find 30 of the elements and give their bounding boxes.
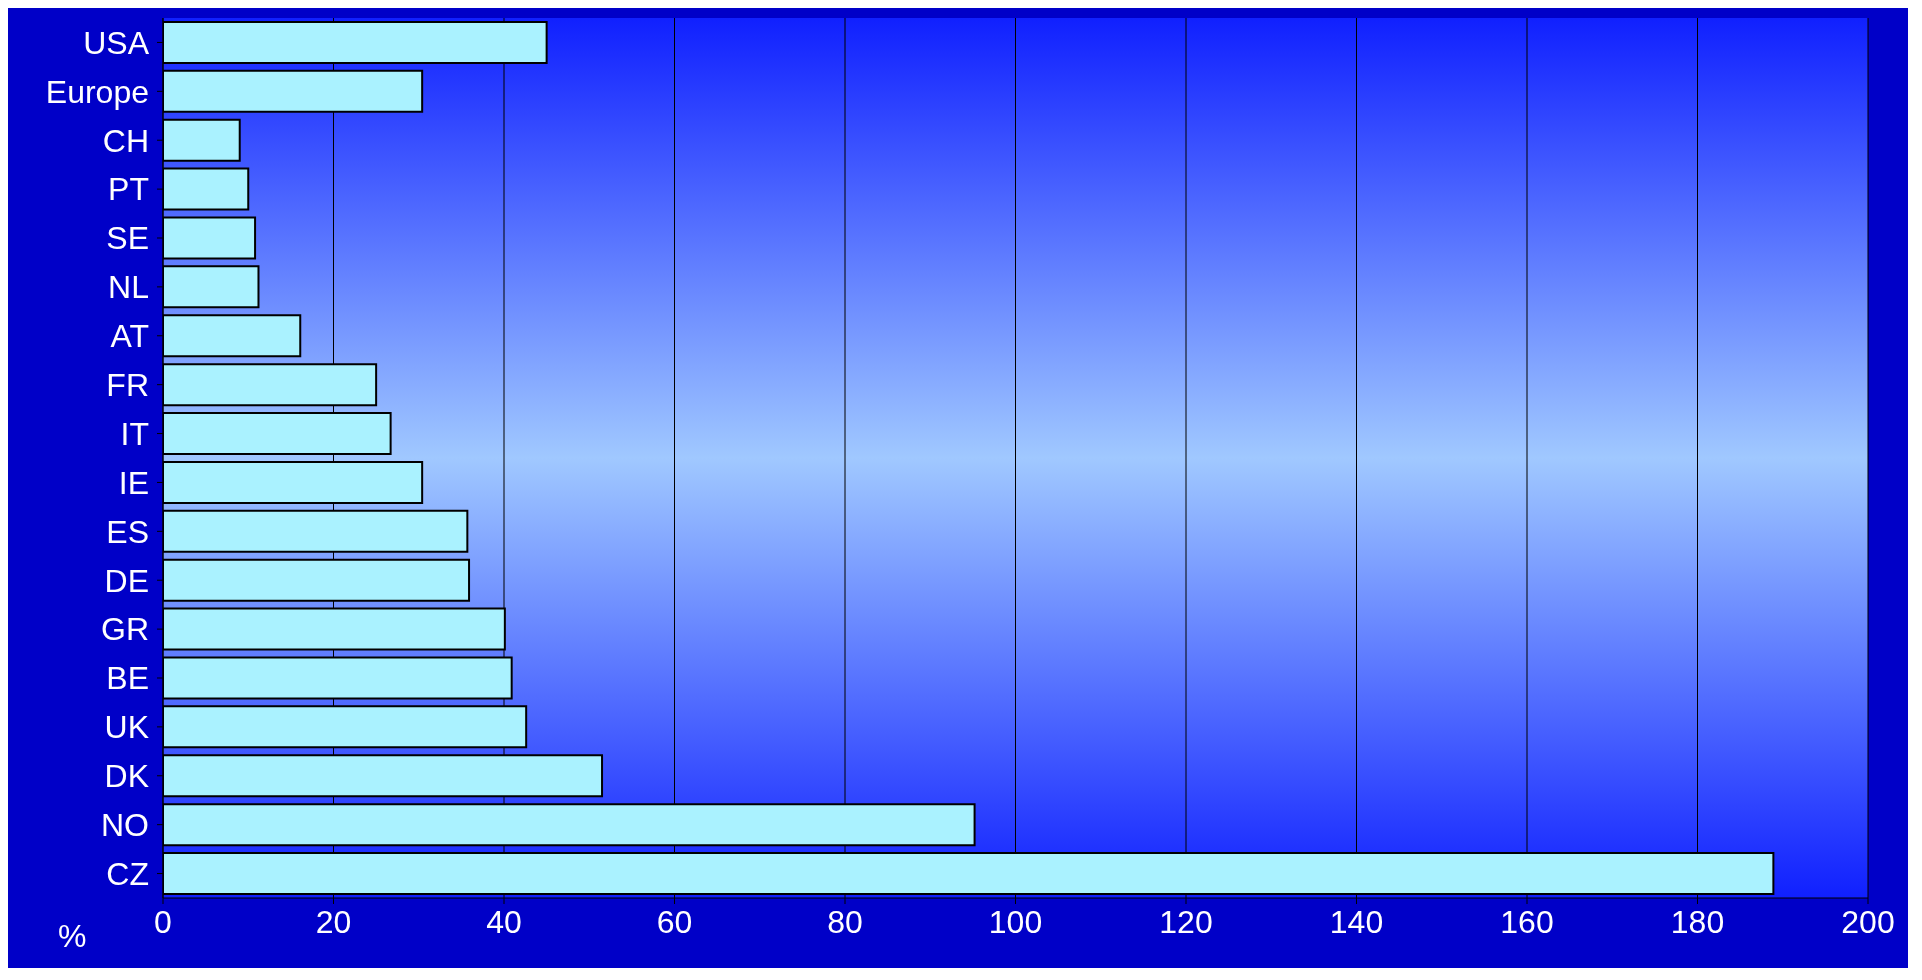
y-tick-label: ES — [106, 513, 149, 550]
y-tick-label: GR — [101, 611, 149, 648]
y-tick-label: Europe — [45, 73, 149, 110]
y-tick-label: DE — [104, 562, 149, 599]
y-tick-label: CH — [102, 122, 149, 159]
y-tick-label: SE — [106, 220, 149, 257]
x-tick-label: 80 — [827, 903, 863, 940]
y-tick-label: BE — [106, 660, 149, 697]
y-tick-label: USA — [83, 24, 150, 61]
x-tick-label: 180 — [1670, 903, 1725, 940]
y-tick-label: DK — [104, 758, 149, 795]
x-tick-label: 60 — [656, 903, 693, 940]
y-tick-label: NL — [108, 269, 149, 306]
x-tick-label: 200 — [1841, 903, 1895, 940]
x-tick-label: 20 — [315, 903, 352, 940]
x-tick-label: 140 — [1329, 903, 1384, 940]
y-tick-label: CZ — [106, 855, 149, 892]
y-tick-label: AT — [110, 318, 149, 355]
y-tick-label: UK — [104, 709, 149, 746]
y-tick-label: IE — [118, 464, 149, 501]
x-tick-label: 100 — [988, 903, 1043, 940]
x-axis-title: % — [58, 918, 87, 955]
x-tick-label: 0 — [154, 903, 172, 940]
y-tick-label: IT — [120, 415, 149, 452]
x-tick-label: 40 — [486, 903, 522, 940]
x-tick-label: 120 — [1159, 903, 1213, 940]
y-tick-label: FR — [106, 367, 149, 404]
y-tick-label: PT — [108, 171, 149, 208]
y-tick-label: NO — [101, 807, 149, 844]
x-tick-label: 160 — [1500, 903, 1554, 940]
